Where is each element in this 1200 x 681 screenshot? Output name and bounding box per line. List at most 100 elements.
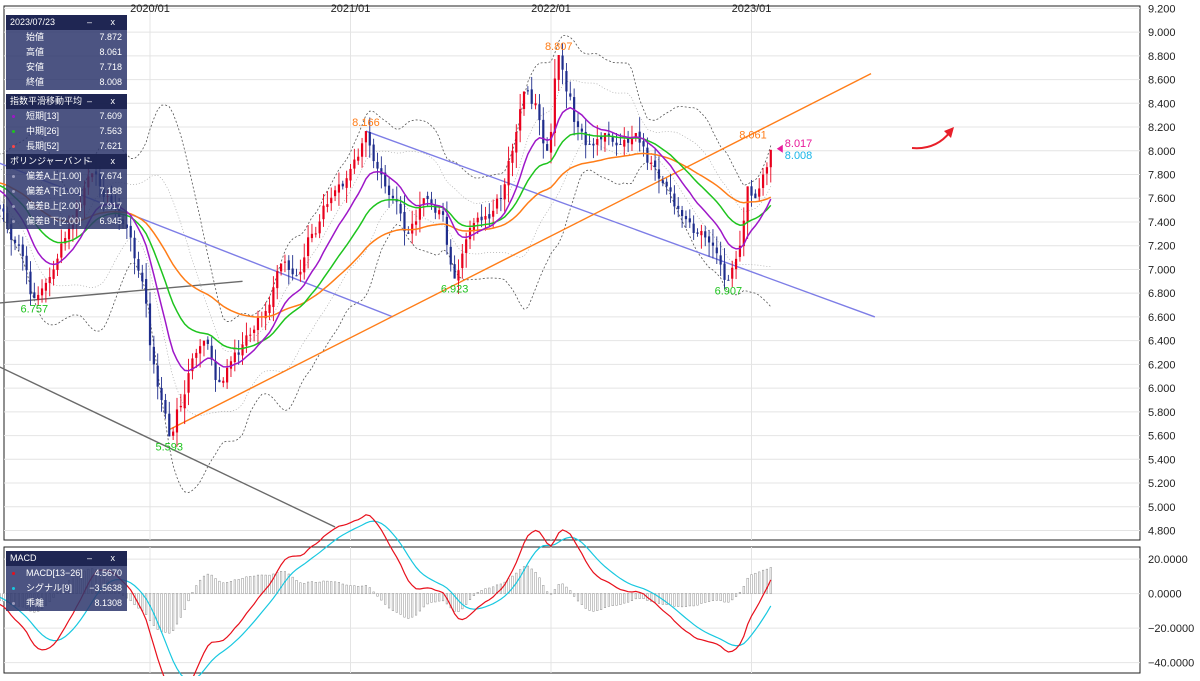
macd-title: MACD <box>10 553 37 563</box>
candle-body <box>288 260 290 270</box>
candle-body <box>712 243 714 246</box>
ema-panel-header[interactable]: 指数平滑移動平均 – x <box>6 94 127 109</box>
candle-body <box>546 144 548 151</box>
macd-histogram-bar <box>681 594 683 607</box>
macd-histogram-bar <box>361 586 363 594</box>
legend-label: 終値 <box>26 75 44 90</box>
macd-histogram-bar <box>608 594 610 607</box>
candle-body <box>650 163 652 164</box>
y-tick-label: 5.800 <box>1148 407 1176 419</box>
ema-title: 指数平滑移動平均 <box>10 96 82 106</box>
candle-body <box>26 256 28 270</box>
macd-histogram-bar <box>620 594 622 605</box>
macd-histogram-bar <box>188 594 190 601</box>
macd-histogram-bar <box>708 594 710 602</box>
candle-body <box>187 373 189 393</box>
candle-body <box>292 269 294 275</box>
panel-controls[interactable]: – x <box>87 154 123 169</box>
candle-body <box>338 184 340 192</box>
macd-histogram-bar <box>527 566 529 594</box>
candle-body <box>442 211 444 215</box>
macd-histogram-bar <box>639 594 641 599</box>
macd-histogram-bar <box>338 582 340 593</box>
candle-body <box>2 209 4 212</box>
macd-histogram-bar <box>165 594 167 633</box>
legend-dot-icon <box>12 130 15 133</box>
y-tick-label: 6.800 <box>1148 288 1176 300</box>
panel-controls[interactable]: – x <box>87 94 123 109</box>
candle-body <box>534 103 536 105</box>
candle-body <box>388 186 390 195</box>
macd-histogram-bar <box>492 587 494 594</box>
candle-body <box>762 175 764 188</box>
candle-body <box>37 295 39 300</box>
macd-histogram-bar <box>674 594 676 607</box>
y-tick-label: 5.000 <box>1148 502 1176 514</box>
macd-histogram-bar <box>712 594 714 601</box>
y-tick-label: 8.200 <box>1148 122 1176 134</box>
candle-body <box>180 406 182 407</box>
y-tick-label: 5.600 <box>1148 431 1176 443</box>
candle-body <box>454 264 456 278</box>
candle-body <box>365 131 367 142</box>
candle-body <box>496 199 498 209</box>
macd-histogram-bar <box>558 584 560 593</box>
candle-body <box>704 231 706 237</box>
y-tick-label: 9.000 <box>1148 27 1176 39</box>
ohlc-panel-header[interactable]: 2023/07/23 – x <box>6 15 127 30</box>
candle-body <box>0 205 1 209</box>
macd-histogram-bar <box>431 594 433 603</box>
candle-body <box>469 228 471 239</box>
candle-body <box>581 129 583 132</box>
candle-body <box>241 345 243 356</box>
macd-histogram-bar <box>319 582 321 594</box>
macd-histogram-bar <box>747 578 749 593</box>
candle-body <box>492 211 494 217</box>
candle-body <box>720 255 722 264</box>
macd-histogram-bar <box>762 570 764 593</box>
macd-histogram-bar <box>751 575 753 594</box>
candle-body <box>515 132 517 153</box>
legend-row: MACD[13−26]4.5670 <box>6 566 127 581</box>
candle-body <box>415 221 417 224</box>
macd-histogram-bar <box>265 575 267 594</box>
bollinger-panel-header[interactable]: ボリンジャーバンド – x <box>6 154 127 169</box>
candle-body <box>407 233 409 234</box>
panel-controls[interactable]: – x <box>87 551 123 566</box>
candle-body <box>754 194 756 199</box>
candle-body <box>477 218 479 223</box>
macd-histogram-bar <box>323 581 325 594</box>
macd-histogram-bar <box>141 594 143 611</box>
legend-row: 偏差B上[2.00]7.917 <box>6 199 127 214</box>
candle-body <box>307 237 309 256</box>
candle-body <box>234 353 236 363</box>
macd-histogram-bar <box>604 594 606 608</box>
legend-value: 7.188 <box>99 184 122 199</box>
macd-histogram-bar <box>226 582 228 593</box>
candle-body <box>750 186 752 195</box>
macd-histogram-bar <box>535 572 537 593</box>
macd-histogram-bar <box>489 588 491 594</box>
candle-body <box>427 196 429 199</box>
candle-body <box>257 318 259 330</box>
macd-histogram-bar <box>693 594 695 606</box>
macd-histogram-bar <box>184 594 186 610</box>
legend-label: 偏差A上[1.00] <box>26 169 82 184</box>
candle-body <box>14 240 16 243</box>
candle-body <box>322 206 324 220</box>
candle-body <box>669 187 671 191</box>
legend-row: 長期[52]7.621 <box>6 139 127 154</box>
macd-histogram-bar <box>357 586 359 593</box>
candle-body <box>550 132 552 153</box>
candle-body <box>673 194 675 207</box>
macd-histogram-bar <box>280 571 282 593</box>
panel-controls[interactable]: – x <box>87 15 123 30</box>
macd-panel-header[interactable]: MACD – x <box>6 551 127 566</box>
